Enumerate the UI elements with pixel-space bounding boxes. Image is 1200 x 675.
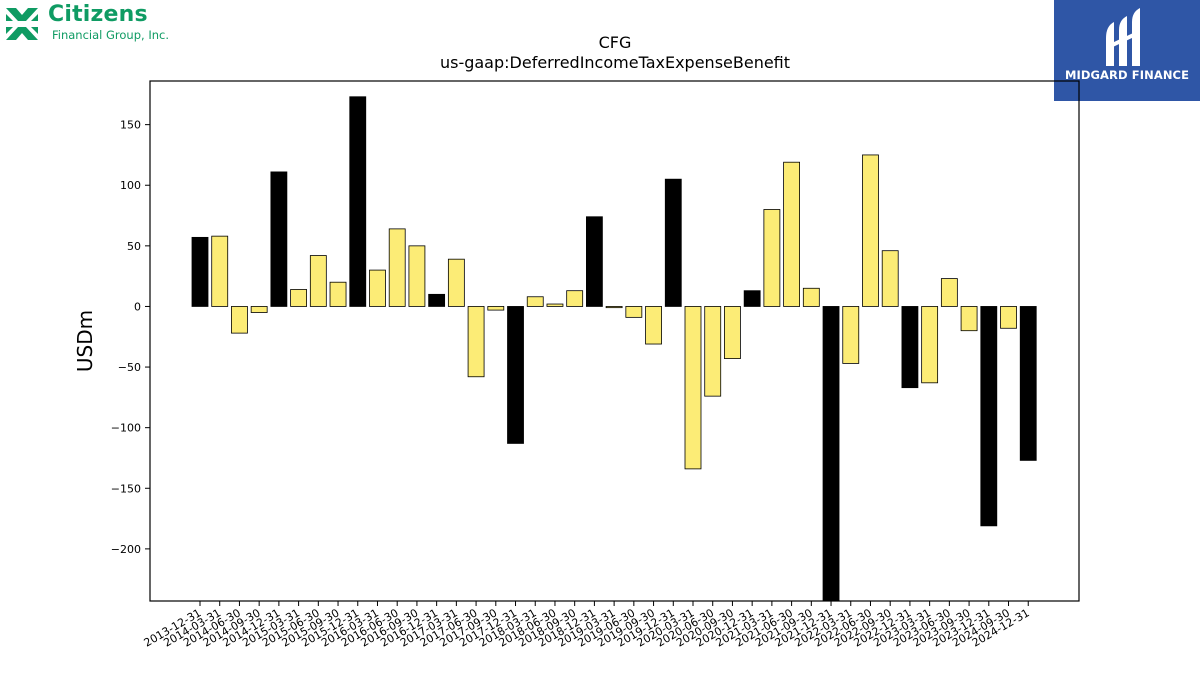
citizens-mark-icon xyxy=(6,8,38,40)
bar-2021-09-30 xyxy=(802,287,820,307)
citizens-logo: Citizens Financial Group, Inc. xyxy=(4,2,184,44)
bar-2019-03-31 xyxy=(605,306,623,309)
citizens-brand-sub: Financial Group, Inc. xyxy=(52,28,169,42)
bar-2023-06-30 xyxy=(940,278,958,307)
bar-2019-12-31 xyxy=(664,178,682,307)
bar-2021-06-30 xyxy=(783,161,800,307)
bar-2016-12-31 xyxy=(428,293,446,307)
y-tick-label: −150 xyxy=(111,482,141,495)
midgard-logo: MIDGARD FINANCE xyxy=(1054,0,1200,101)
bar-2015-03-31 xyxy=(290,289,308,307)
bar-2016-06-30 xyxy=(388,228,406,307)
midgard-mark-icon xyxy=(1106,8,1140,66)
chart-subtitle: us-gaap:DeferredIncomeTaxExpenseBenefit xyxy=(440,53,790,72)
y-tick-label: 50 xyxy=(127,240,141,253)
bar-2022-06-30 xyxy=(862,154,879,307)
bar-2019-06-30 xyxy=(625,306,643,318)
bar-2015-06-30 xyxy=(309,255,327,307)
bar-2015-09-30 xyxy=(329,281,347,307)
midgard-brand-name: MIDGARD FINANCE xyxy=(1064,68,1190,82)
bar-2013-12-31 xyxy=(191,236,209,307)
bar-2024-12-31 xyxy=(1019,306,1037,461)
bar-2018-12-31 xyxy=(586,216,603,307)
bars-layer xyxy=(191,96,1037,602)
bar-2020-06-30 xyxy=(704,306,722,397)
bar-2014-12-31 xyxy=(270,171,288,307)
bar-2022-09-30 xyxy=(881,250,899,307)
bar-2014-03-31 xyxy=(211,235,229,307)
plot-frame xyxy=(149,80,1080,602)
bar-2020-09-30 xyxy=(724,306,741,359)
bar-2017-12-31 xyxy=(507,306,524,444)
x-axis: 2013-12-312014-03-312014-06-302014-09-30… xyxy=(142,601,1032,650)
bar-2020-12-31 xyxy=(743,290,761,307)
citizens-brand-name: Citizens xyxy=(48,2,148,27)
bar-2022-03-31 xyxy=(842,306,860,364)
bar-2016-03-31 xyxy=(369,269,386,307)
bar-2017-09-30 xyxy=(487,306,505,311)
bar-2022-12-31 xyxy=(901,306,919,389)
bar-2021-03-31 xyxy=(763,209,781,307)
bar-2019-09-30 xyxy=(645,306,662,345)
bar-2014-06-30 xyxy=(231,306,248,334)
y-tick-label: −100 xyxy=(111,422,141,435)
bar-2024-09-30 xyxy=(1000,306,1017,329)
bar-2023-12-31 xyxy=(980,306,998,527)
y-axis-label: USDm xyxy=(73,310,97,372)
bar-2016-09-30 xyxy=(408,245,426,307)
bar-2015-12-31 xyxy=(349,96,367,307)
bar-2020-03-31 xyxy=(684,306,702,470)
bar-2018-09-30 xyxy=(566,290,584,307)
bar-2018-06-30 xyxy=(546,303,564,307)
chart-title: CFG xyxy=(599,33,632,52)
bar-2017-03-31 xyxy=(447,258,465,307)
bar-2018-03-31 xyxy=(526,296,544,307)
y-tick-label: 0 xyxy=(134,300,141,313)
y-tick-label: 150 xyxy=(120,119,141,132)
bar-2023-09-30 xyxy=(960,306,978,332)
bar-2023-03-31 xyxy=(921,306,939,384)
bar-2017-06-30 xyxy=(467,306,485,378)
y-axis: 150 100 50 0 −50 −100 −150 −200 xyxy=(111,119,150,556)
bar-2014-09-30 xyxy=(250,306,268,313)
y-tick-label: 100 xyxy=(120,179,141,192)
y-tick-label: −50 xyxy=(118,361,141,374)
y-tick-label: −200 xyxy=(111,543,141,556)
bar-2021-12-31 xyxy=(822,306,840,602)
